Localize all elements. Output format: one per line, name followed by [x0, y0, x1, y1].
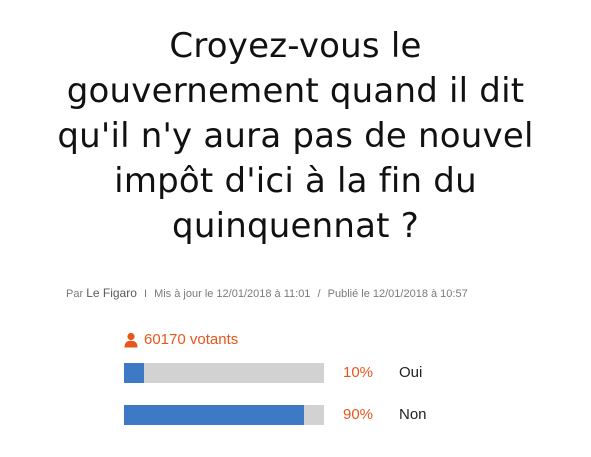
voters-count: 60170 votants	[124, 331, 238, 348]
poll-question: Croyez-vous le gouvernement quand il dit…	[0, 24, 591, 249]
result-percent: 10%	[343, 364, 374, 381]
meta-separator: I	[143, 288, 148, 300]
poll-question-line: impôt d'ici à la fin du	[114, 161, 477, 201]
poll-question-line: quinquennat ?	[172, 206, 419, 246]
poll-option-non[interactable]: 90% Non	[124, 405, 427, 425]
poll-question-line: qu'il n'y aura pas de nouvel	[57, 116, 534, 156]
result-bar-fill	[124, 405, 304, 425]
option-label: Non	[399, 406, 427, 423]
result-bar-track	[124, 405, 324, 425]
by-label: Par	[66, 288, 84, 300]
user-icon	[124, 332, 138, 348]
author-link[interactable]: Le Figaro	[86, 286, 137, 300]
poll-option-oui[interactable]: 10% Oui	[124, 363, 422, 383]
result-percent: 90%	[343, 406, 374, 423]
poll-question-line: Croyez-vous le	[169, 26, 422, 66]
published-date: Publié le 12/01/2018 à 10:57	[327, 288, 468, 300]
poll-question-line: gouvernement quand il dit	[66, 71, 525, 111]
article-meta: Par Le Figaro I Mis à jour le 12/01/2018…	[66, 286, 468, 300]
voters-text: 60170 votants	[144, 331, 239, 348]
meta-separator: /	[317, 288, 321, 300]
result-bar-track	[124, 363, 324, 383]
option-label: Oui	[399, 364, 423, 381]
result-bar-fill	[124, 363, 144, 383]
updated-date: Mis à jour le 12/01/2018 à 11:01	[154, 288, 311, 300]
